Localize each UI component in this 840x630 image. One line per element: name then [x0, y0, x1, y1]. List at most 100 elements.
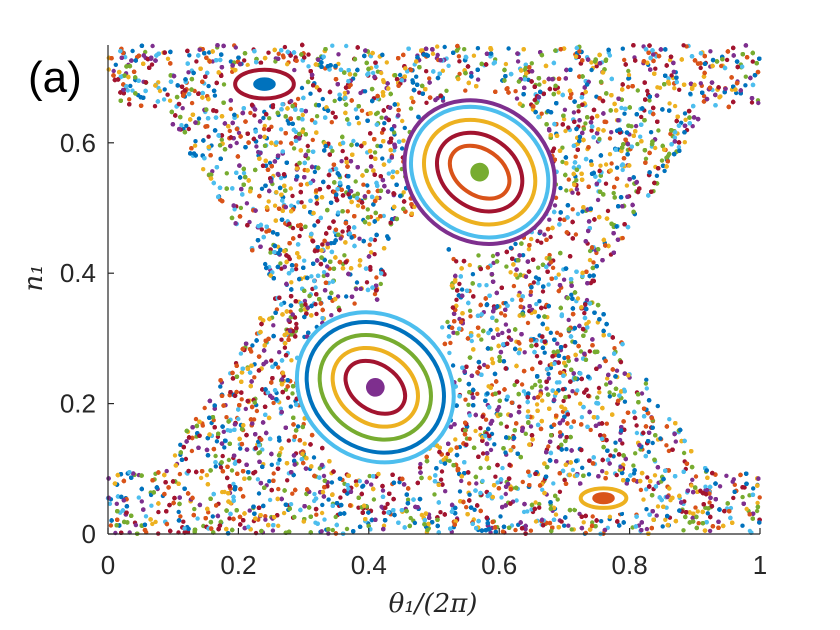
chaotic-point	[288, 98, 294, 104]
chaotic-point	[214, 439, 220, 444]
chaotic-point	[276, 365, 281, 370]
chaotic-point	[562, 523, 567, 528]
chaotic-point	[624, 183, 630, 188]
chaotic-point	[314, 512, 319, 517]
chaotic-point	[351, 138, 356, 144]
chaotic-point	[734, 90, 739, 96]
chaotic-point	[750, 59, 755, 64]
chaotic-point	[698, 65, 703, 71]
chaotic-point	[732, 482, 737, 487]
chaotic-point	[499, 311, 504, 316]
chaotic-point	[457, 71, 462, 77]
chaotic-point	[267, 116, 272, 121]
chaotic-point	[544, 386, 549, 391]
chaotic-point	[731, 477, 736, 482]
chaotic-point	[289, 280, 294, 285]
chaotic-point	[273, 59, 278, 64]
chaotic-point	[386, 171, 391, 176]
chaotic-point	[681, 43, 686, 48]
chaotic-point	[535, 281, 541, 286]
chaotic-point	[620, 167, 625, 173]
chaotic-point	[537, 299, 542, 304]
chaotic-point	[655, 85, 660, 90]
chaotic-point	[563, 343, 568, 349]
chaotic-point	[274, 307, 280, 312]
chaotic-point	[418, 461, 423, 467]
chaotic-point	[330, 43, 335, 48]
chaotic-point	[660, 524, 665, 529]
chaotic-point	[581, 126, 587, 131]
chaotic-point	[130, 88, 135, 93]
chaotic-point	[285, 478, 290, 483]
chaotic-point	[473, 428, 478, 434]
chaotic-point	[309, 274, 314, 279]
chaotic-point	[569, 527, 574, 532]
chaotic-point	[312, 491, 317, 497]
chaotic-point	[424, 100, 429, 106]
chaotic-point	[450, 363, 456, 368]
chaotic-point	[510, 297, 515, 302]
chaotic-point	[467, 413, 472, 418]
chaotic-point	[471, 53, 477, 58]
chaotic-point	[357, 236, 362, 241]
chaotic-point	[666, 76, 671, 81]
chaotic-point	[652, 473, 658, 478]
chaotic-point	[268, 247, 273, 252]
chaotic-point	[467, 481, 472, 486]
chaotic-point	[672, 86, 677, 91]
chaotic-point	[224, 415, 229, 420]
chaotic-point	[589, 60, 594, 65]
chaotic-point	[513, 241, 518, 247]
chaotic-point	[187, 53, 192, 58]
chaotic-point	[548, 330, 553, 335]
chaotic-point	[555, 497, 560, 502]
chaotic-point	[446, 63, 451, 68]
chaotic-point	[611, 190, 616, 196]
chaotic-point	[257, 450, 263, 455]
chaotic-point	[479, 337, 484, 342]
chaotic-point	[626, 68, 631, 74]
chaotic-point	[553, 275, 558, 281]
chaotic-point	[708, 49, 713, 54]
chaotic-point	[563, 128, 568, 134]
chaotic-point	[718, 94, 723, 99]
chaotic-point	[241, 170, 247, 176]
chaotic-point	[340, 229, 345, 234]
chaotic-point	[690, 477, 695, 482]
chaotic-point	[468, 314, 473, 319]
chaotic-point	[239, 397, 244, 402]
chaotic-point	[206, 510, 211, 515]
chaotic-point	[276, 523, 281, 528]
chaotic-point	[381, 213, 386, 219]
chaotic-point	[294, 166, 300, 171]
chaotic-point	[248, 110, 253, 116]
chaotic-point	[603, 162, 609, 167]
chaotic-point	[295, 424, 301, 429]
chaotic-point	[677, 87, 682, 93]
chaotic-point	[724, 473, 729, 478]
chaotic-point	[312, 223, 317, 228]
chaotic-point	[575, 296, 581, 301]
chaotic-point	[589, 128, 594, 133]
chaotic-point	[220, 453, 225, 459]
chaotic-point	[467, 308, 473, 313]
chaotic-point	[607, 136, 613, 141]
chaotic-point	[653, 66, 658, 71]
chaotic-point	[229, 468, 235, 473]
chaotic-point	[676, 145, 682, 150]
chaotic-point	[643, 156, 649, 161]
chaotic-point	[200, 423, 205, 428]
chaotic-point	[310, 137, 315, 143]
chaotic-point	[328, 168, 333, 173]
chaotic-point	[250, 343, 255, 348]
chaotic-point	[299, 85, 305, 91]
chaotic-point	[562, 355, 567, 361]
chaotic-point	[196, 116, 202, 121]
chaotic-point	[683, 117, 688, 123]
chaotic-point	[379, 70, 384, 76]
chaotic-point	[523, 431, 528, 436]
chaotic-point	[707, 500, 712, 505]
chaotic-point	[491, 260, 496, 266]
chaotic-point	[586, 472, 592, 477]
chaotic-point	[344, 526, 350, 532]
